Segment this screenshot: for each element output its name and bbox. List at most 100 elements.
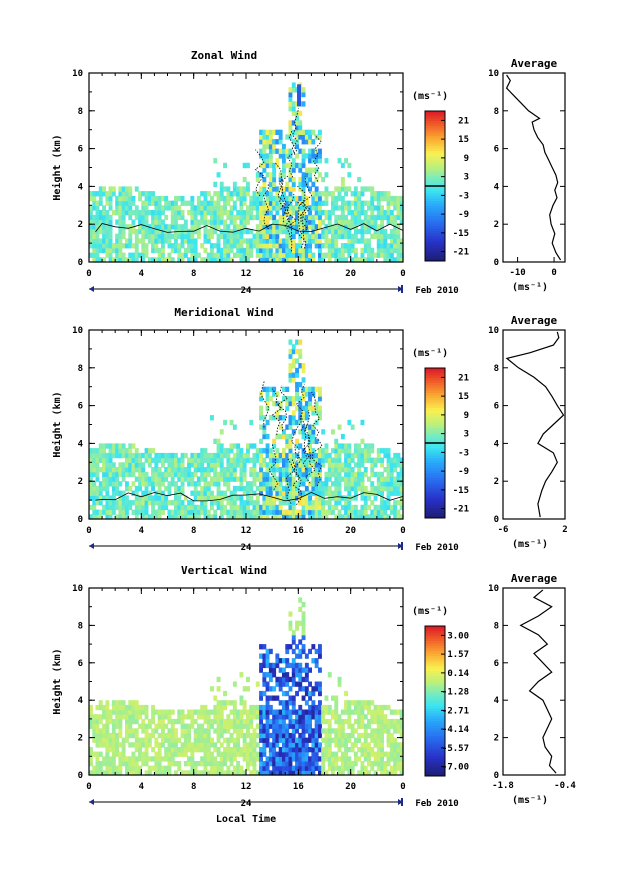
- heat-cell: [193, 481, 198, 487]
- heat-cell: [111, 471, 116, 478]
- heat-cell: [353, 247, 358, 254]
- heat-cell: [331, 191, 335, 197]
- heat-cell: [236, 761, 241, 767]
- heat-cell: [170, 462, 175, 468]
- heat-cell: [223, 761, 227, 767]
- heat-cell: [314, 709, 319, 715]
- heat-cell: [304, 690, 309, 697]
- heat-cell: [380, 737, 384, 743]
- heat-cell: [301, 761, 306, 767]
- heat-cell: [242, 756, 247, 762]
- heat-cell: [347, 205, 352, 211]
- heat-cell: [134, 700, 139, 706]
- heat-cell: [105, 704, 110, 711]
- heat-cell: [229, 718, 234, 725]
- heat-cell: [399, 243, 404, 249]
- heat-cell: [268, 485, 273, 492]
- heat-cell: [232, 751, 237, 757]
- heat-cell: [164, 238, 169, 244]
- heat-cell: [327, 467, 332, 473]
- heat-cell: [141, 751, 146, 757]
- heat-cell: [301, 709, 306, 715]
- heat-cell: [95, 233, 100, 239]
- heat-cell: [393, 214, 398, 221]
- heat-cell: [353, 252, 358, 258]
- heat-cell: [255, 471, 260, 478]
- heat-cell: [357, 457, 362, 463]
- heat-cell: [174, 747, 178, 753]
- heat-cell: [295, 195, 299, 202]
- heat-cell: [262, 732, 267, 739]
- heat-cell: [246, 509, 250, 515]
- heat-cell: [275, 728, 280, 734]
- heat-cell: [200, 467, 205, 473]
- heat-cell: [334, 700, 339, 706]
- heat-cell: [111, 257, 116, 263]
- heat-cell: [334, 195, 339, 202]
- heat-cell: [92, 485, 97, 492]
- heat-cell: [102, 756, 106, 762]
- heat-cell: [347, 765, 352, 771]
- heat-cell: [311, 686, 316, 692]
- heat-cell: [121, 467, 126, 473]
- heat-cell: [232, 756, 237, 762]
- heat-cell: [298, 419, 303, 426]
- colorbar-cell: [425, 123, 445, 127]
- heat-cell: [311, 424, 316, 430]
- heat-cell: [187, 514, 191, 520]
- heat-cell: [89, 252, 93, 258]
- heat-cell: [353, 514, 358, 520]
- heat-cell: [105, 756, 110, 762]
- heat-cell: [174, 728, 178, 734]
- heat-cell: [291, 205, 296, 211]
- heat-cell: [272, 718, 277, 725]
- heat-cell: [308, 667, 312, 673]
- heat-cell: [105, 243, 110, 249]
- heat-cell: [167, 732, 172, 739]
- heat-cell: [92, 514, 97, 520]
- heat-cell: [118, 756, 123, 762]
- heat-cell: [291, 87, 296, 93]
- heat-cell: [350, 723, 355, 729]
- heat-cell: [389, 200, 394, 206]
- colorbar-cell: [425, 443, 445, 446]
- heat-cell: [242, 737, 247, 743]
- heat-cell: [282, 509, 286, 515]
- heat-cell: [134, 467, 139, 473]
- heat-cell: [134, 186, 139, 192]
- heat-cell: [285, 509, 290, 515]
- heat-cell: [183, 714, 188, 720]
- heat-cell: [331, 495, 335, 501]
- heat-cell: [288, 611, 293, 617]
- heat-cell: [298, 681, 303, 687]
- heat-cell: [298, 597, 303, 603]
- heat-cell: [363, 504, 368, 511]
- heat-cell: [193, 490, 198, 496]
- heat-cell: [161, 205, 165, 211]
- heat-cell: [193, 452, 198, 459]
- heat-cell: [288, 367, 293, 374]
- heat-cell: [321, 709, 326, 715]
- heat-cell: [193, 485, 198, 492]
- heat-cell: [131, 751, 136, 757]
- heat-cell: [324, 481, 329, 487]
- heat-cell: [164, 751, 169, 757]
- heat-cell: [259, 462, 263, 468]
- heat-cell: [272, 257, 277, 263]
- heat-cell: [95, 224, 100, 230]
- heat-cell: [386, 495, 391, 501]
- heat-cell: [161, 723, 165, 729]
- heat-cell: [131, 471, 136, 478]
- heat-cell: [373, 709, 378, 715]
- heat-cell: [259, 690, 263, 697]
- heat-cell: [131, 761, 136, 767]
- heat-cell: [298, 662, 303, 669]
- heat-cell: [210, 723, 214, 729]
- heat-cell: [272, 200, 277, 206]
- heat-cell: [115, 737, 120, 743]
- heat-cell: [288, 257, 293, 263]
- heat-cell: [180, 504, 185, 511]
